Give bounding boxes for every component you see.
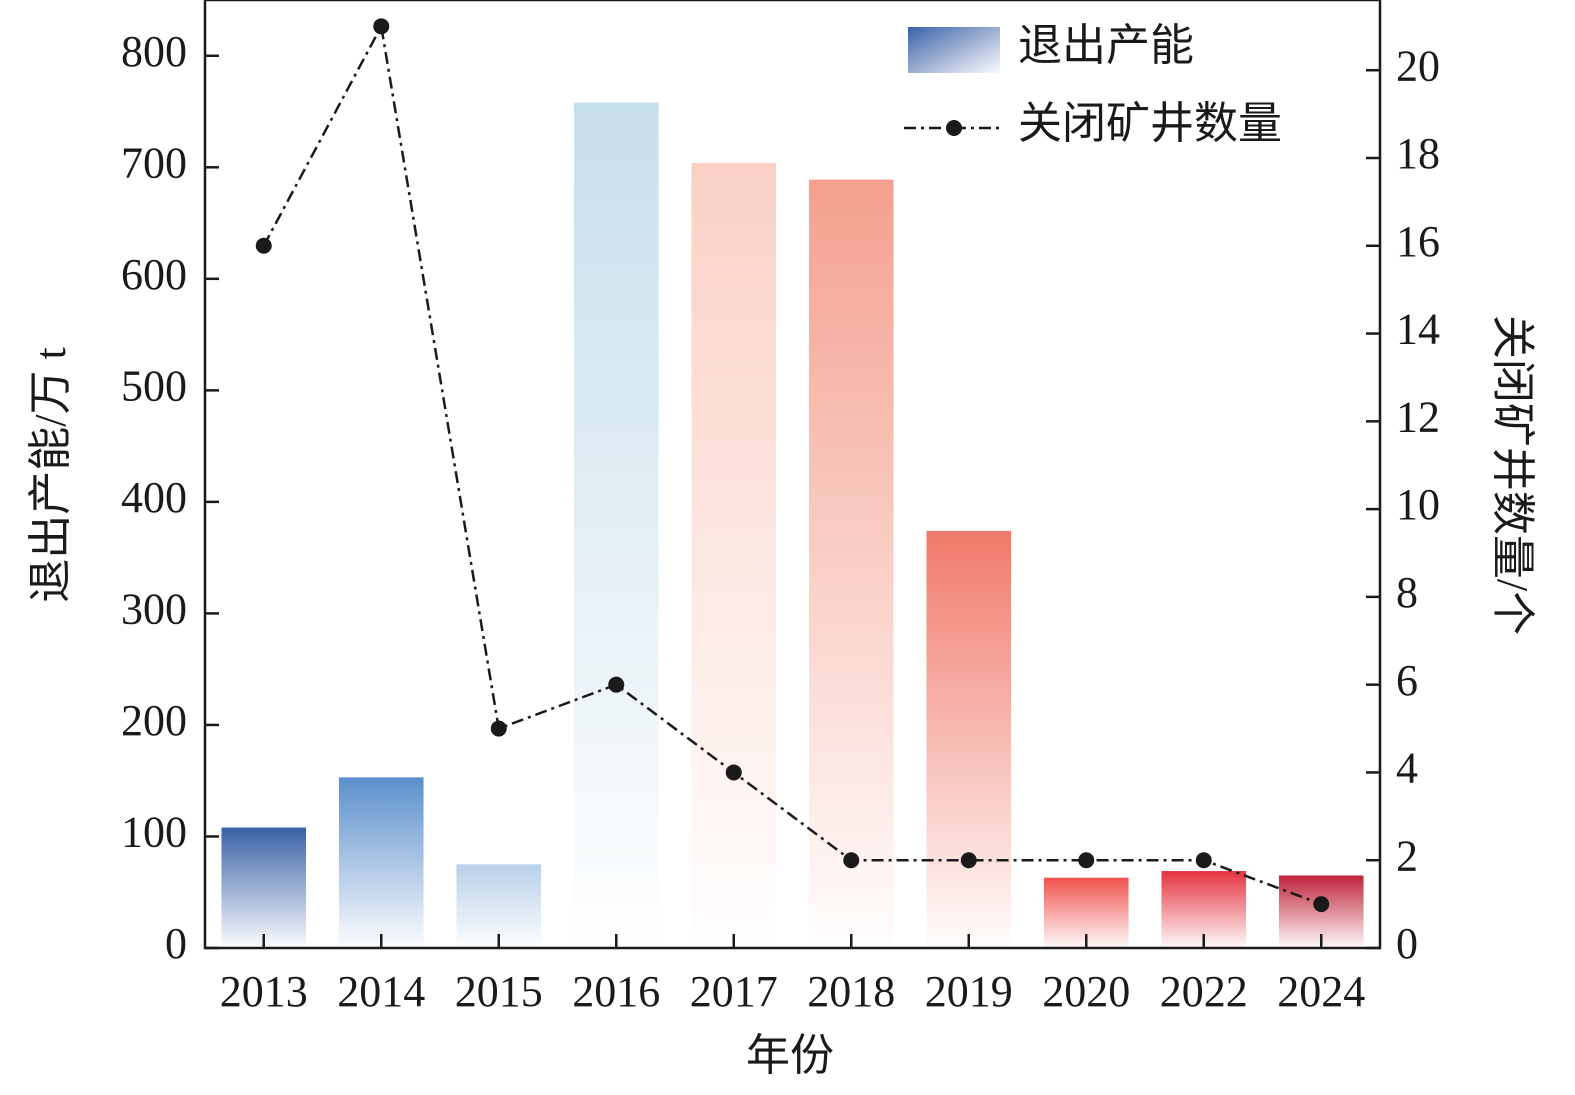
y-axis-label: 退出产能/万 t: [26, 347, 75, 602]
x-tick-label: 2019: [925, 967, 1013, 1016]
legend-swatch: [908, 27, 1000, 73]
y-tick-label: 600: [121, 250, 187, 299]
y-tick-label: 100: [121, 808, 187, 857]
bar: [573, 102, 659, 948]
y-tick-label: 500: [121, 361, 187, 410]
x-tick-label: 2017: [690, 967, 778, 1016]
x-tick-label: 2020: [1042, 967, 1130, 1016]
x-tick-label: 2022: [1160, 967, 1248, 1016]
marker: [1078, 852, 1095, 869]
y-tick-label: 700: [121, 138, 187, 187]
x-tick-label: 2018: [807, 967, 895, 1016]
marker: [843, 852, 860, 869]
y2-tick-label: 16: [1396, 217, 1440, 266]
marker: [608, 676, 625, 693]
y2-tick-label: 4: [1396, 744, 1418, 793]
marker: [960, 852, 977, 869]
y-tick-label: 400: [121, 473, 187, 522]
y-tick-label: 0: [165, 919, 187, 968]
legend-label: 退出产能: [1018, 21, 1194, 70]
x-tick-label: 2016: [572, 967, 660, 1016]
marker: [1195, 852, 1212, 869]
legend-marker: [946, 120, 962, 136]
x-tick-label: 2013: [220, 967, 308, 1016]
y-tick-label: 800: [121, 27, 187, 76]
marker: [725, 764, 742, 781]
y2-tick-label: 2: [1396, 831, 1418, 880]
x-tick-label: 2014: [337, 967, 425, 1016]
y2-axis-label: 关闭矿井数量/个: [1488, 315, 1537, 635]
y2-tick-label: 20: [1396, 41, 1440, 90]
marker: [1313, 896, 1330, 913]
bar: [338, 777, 424, 948]
x-tick-label: 2024: [1277, 967, 1365, 1016]
marker: [255, 237, 272, 254]
bar: [808, 179, 894, 948]
y2-tick-label: 12: [1396, 392, 1440, 441]
marker: [490, 720, 507, 737]
bar: [691, 162, 777, 948]
y-tick-label: 200: [121, 696, 187, 745]
line: [262, 22, 1322, 906]
x-axis-label: 年份: [746, 1031, 834, 1080]
plot-frame: [203, 0, 1382, 950]
bar: [221, 827, 307, 948]
x-tick-label: 2015: [455, 967, 543, 1016]
legend-label: 关闭矿井数量: [1018, 99, 1282, 148]
y2-tick-label: 10: [1396, 480, 1440, 529]
y-tick-label: 300: [121, 585, 187, 634]
marker: [373, 18, 390, 35]
y2-tick-label: 0: [1396, 919, 1418, 968]
y2-tick-label: 6: [1396, 656, 1418, 705]
y2-tick-label: 18: [1396, 129, 1440, 178]
y2-tick-label: 14: [1396, 305, 1440, 354]
bar: [926, 530, 1012, 948]
y2-tick-label: 8: [1396, 568, 1418, 617]
